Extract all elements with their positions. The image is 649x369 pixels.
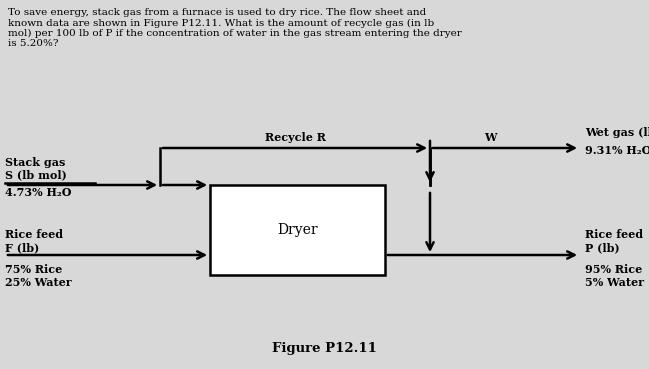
Text: 25% Water: 25% Water (5, 277, 71, 288)
Text: Figure P12.11: Figure P12.11 (271, 342, 376, 355)
Text: Recycle R: Recycle R (265, 132, 325, 143)
Text: Wet gas (lb mol): Wet gas (lb mol) (585, 127, 649, 138)
Text: P (lb): P (lb) (585, 242, 620, 253)
Text: Rice feed: Rice feed (585, 229, 643, 240)
Text: 5% Water: 5% Water (585, 277, 644, 288)
Bar (210, 185, 385, 275)
Text: W: W (484, 132, 496, 143)
Text: Dryer: Dryer (277, 223, 318, 237)
Text: 4.73% H₂O: 4.73% H₂O (5, 187, 71, 198)
Text: Stack gas: Stack gas (5, 157, 66, 168)
Text: To save energy, stack gas from a furnace is used to dry rice. The flow sheet and: To save energy, stack gas from a furnace… (8, 8, 461, 48)
Text: 9.31% H₂O: 9.31% H₂O (585, 145, 649, 156)
Text: F (lb): F (lb) (5, 242, 39, 253)
Text: Rice feed: Rice feed (5, 229, 63, 240)
Text: S (lb mol): S (lb mol) (5, 169, 67, 180)
Text: 75% Rice: 75% Rice (5, 264, 62, 275)
Text: 95% Rice: 95% Rice (585, 264, 643, 275)
